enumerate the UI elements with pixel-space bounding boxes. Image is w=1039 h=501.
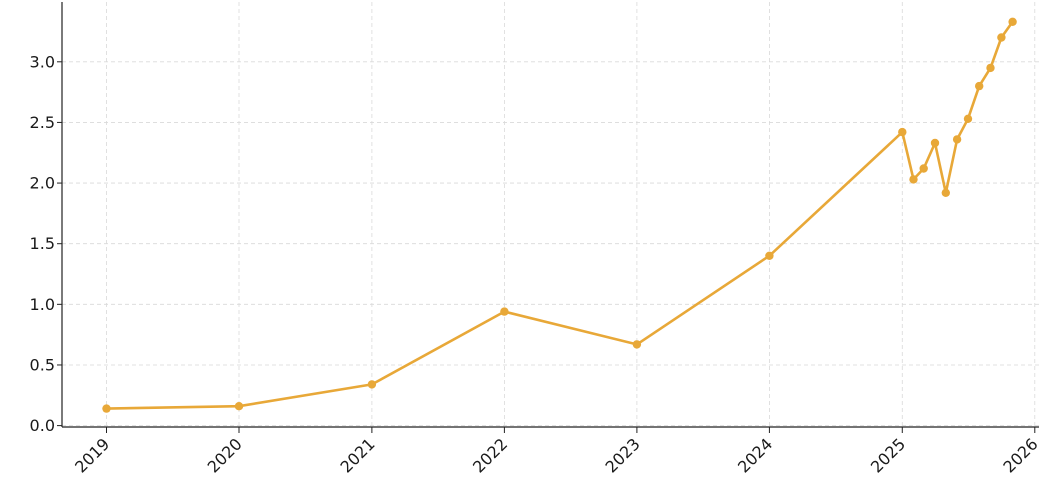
- series-line: [105, 20, 1014, 410]
- data-point: [975, 81, 984, 91]
- data-point: [500, 307, 509, 316]
- data-point: [1008, 17, 1017, 26]
- y-tick-label: 2.0: [30, 174, 55, 193]
- y-tick-label: 0.5: [30, 355, 55, 374]
- series: [102, 17, 1017, 413]
- x-tick-label: 2022: [469, 434, 511, 476]
- x-tick-label: 2024: [734, 434, 776, 476]
- data-point: [952, 135, 962, 144]
- x-ticks: 2019 2020 2021 2022 2023 2024 2025 2026: [71, 427, 1039, 477]
- x-tick-label: 2020: [204, 434, 246, 476]
- axes: [61, 2, 1039, 428]
- y-tick-label: 2.5: [30, 113, 55, 132]
- data-point: [930, 138, 940, 148]
- grid: [62, 2, 1039, 427]
- data-point: [909, 175, 918, 184]
- data-point: [963, 114, 973, 124]
- y-tick-label: 0.0: [30, 416, 55, 435]
- data-point: [941, 188, 950, 197]
- data-point: [102, 404, 111, 413]
- y-tick-label: 3.0: [30, 52, 55, 71]
- y-ticks: 0.0 0.5 1.0 1.5 2.0 2.5 3.0: [30, 52, 62, 435]
- x-tick-label: 2019: [71, 434, 113, 476]
- data-point: [986, 63, 995, 73]
- data-point: [234, 402, 244, 411]
- x-tick-label: 2025: [867, 434, 909, 476]
- x-tick-label: 2026: [999, 434, 1039, 476]
- data-point: [765, 251, 774, 260]
- x-tick-label: 2023: [602, 434, 644, 476]
- data-point: [898, 127, 907, 137]
- y-tick-label: 1.5: [30, 234, 55, 253]
- data-point: [632, 340, 642, 349]
- data-point: [367, 380, 377, 389]
- x-tick-label: 2021: [336, 434, 378, 476]
- data-point: [919, 164, 928, 173]
- y-tick-label: 1.0: [30, 295, 55, 314]
- data-point: [997, 33, 1006, 42]
